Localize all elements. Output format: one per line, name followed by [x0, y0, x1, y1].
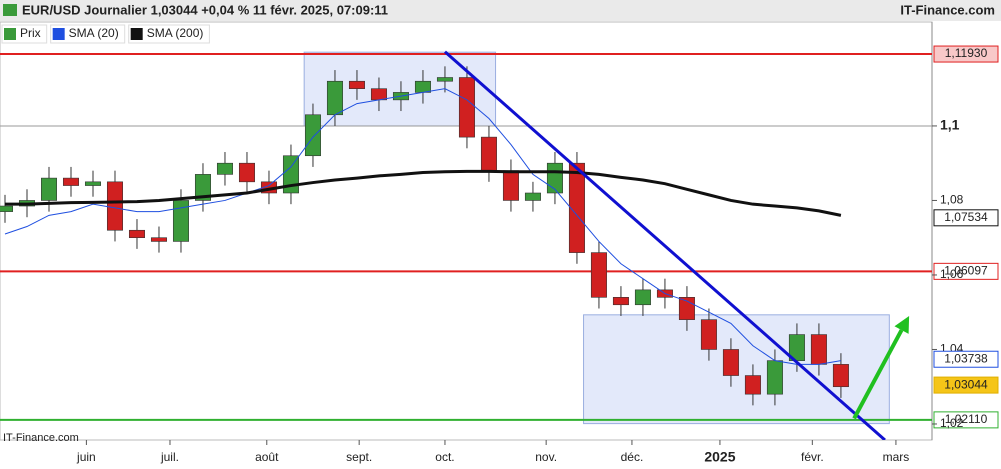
arrow-shaft	[852, 329, 904, 420]
chart-title: EUR/USD Journalier 1,03044 +0,04 % 11 fé…	[22, 2, 388, 17]
candle-body	[216, 162, 233, 175]
x-tick-label: 2025	[704, 449, 735, 465]
legend-swatch	[52, 28, 65, 40]
x-tick-label: août	[255, 450, 279, 464]
y-tick-label: 1,1	[940, 117, 960, 133]
legend-item-box	[1, 24, 48, 44]
candle-body	[62, 177, 79, 186]
candle-body	[370, 88, 387, 101]
x-tick-label: juil.	[160, 450, 179, 464]
price-marker-label: 1,03738	[944, 351, 988, 365]
candle-body	[744, 375, 761, 395]
candle-body	[106, 181, 123, 231]
watermark: IT-Finance.com	[3, 432, 79, 444]
arrow-head	[894, 315, 910, 334]
y-tick-label: 1,08	[940, 193, 964, 207]
x-tick-label: juin	[76, 450, 96, 464]
candle-body	[0, 205, 13, 212]
candle-body	[414, 80, 431, 93]
candle-body	[238, 162, 255, 183]
level-label: 1,02110	[945, 412, 988, 426]
legend-label: SMA (20)	[69, 26, 119, 40]
candle-body	[150, 237, 167, 242]
price-marker-label: 1,03044	[944, 377, 988, 391]
price-marker-box	[933, 209, 999, 227]
candle-body	[700, 319, 717, 350]
y-tick-label: 1,06	[940, 267, 964, 281]
site-name: IT-Finance.com	[900, 2, 995, 17]
candle-body	[326, 80, 343, 116]
candle-body	[84, 181, 101, 186]
candle-body	[524, 192, 541, 201]
price-marker-box	[933, 350, 999, 368]
trendline	[443, 50, 886, 440]
sma-line	[4, 169, 842, 217]
candle-body	[194, 174, 211, 201]
candle-body	[568, 162, 585, 253]
candle-body	[172, 200, 189, 242]
candle-body	[590, 252, 607, 298]
price-marker-label: 1,07534	[944, 210, 988, 224]
x-tick-label: oct.	[435, 450, 454, 464]
candle-body	[128, 229, 145, 239]
level-label-box	[933, 411, 999, 429]
price-marker-box	[933, 376, 999, 394]
level-label-box	[933, 262, 999, 280]
candle-body	[832, 364, 849, 388]
sma-line	[4, 88, 842, 365]
candle-body	[40, 177, 57, 201]
candle-body	[634, 289, 651, 306]
legend-item-box	[128, 24, 210, 44]
legend-swatch	[130, 28, 143, 40]
level-label: 1,11930	[945, 46, 988, 60]
plot	[0, 50, 932, 440]
candle-body	[502, 170, 519, 201]
candle-body	[546, 162, 563, 194]
candle-body	[612, 297, 629, 306]
legend-swatch	[4, 28, 16, 40]
candle-body	[722, 349, 739, 376]
legend-item-box	[50, 24, 126, 44]
logo-icon	[3, 4, 17, 16]
x-tick-label: nov.	[535, 450, 557, 464]
candle-body	[348, 80, 365, 89]
candle-body	[304, 114, 321, 157]
level-label-box	[933, 45, 999, 63]
header-bar	[0, 0, 1001, 21]
y-tick-label: 1,02	[940, 416, 964, 430]
candle-body	[766, 360, 783, 395]
x-tick-label: déc.	[621, 450, 644, 464]
level-label: 1,06097	[944, 264, 988, 278]
legend-label: SMA (200)	[147, 26, 204, 40]
candle-body	[480, 136, 497, 171]
candle-body	[810, 334, 827, 365]
x-tick-label: févr.	[801, 450, 824, 464]
x-tick-label: sept.	[346, 450, 372, 464]
x-tick-label: mars	[883, 450, 910, 464]
legend-label: Prix	[20, 26, 41, 40]
candle-body	[458, 77, 475, 138]
candle-body	[436, 77, 453, 82]
